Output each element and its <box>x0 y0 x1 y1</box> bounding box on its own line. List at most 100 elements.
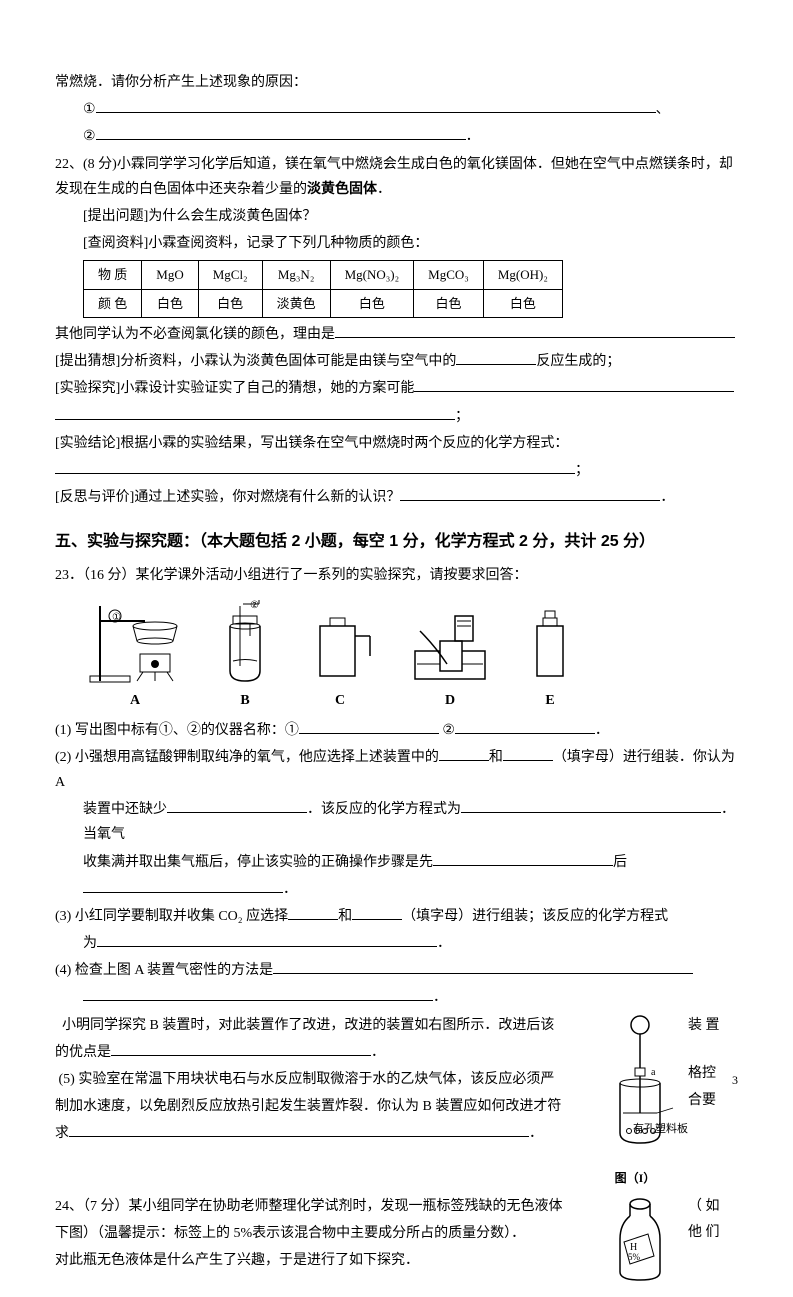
th-5: MgCO₃ <box>414 261 484 289</box>
q21-tail: ． <box>466 129 480 144</box>
q23-p2g: 收集满并取出集气瓶后，停止该实验的正确操作步骤是先 <box>83 855 433 870</box>
q23-p2-blank6[interactable] <box>83 877 283 892</box>
q22-num: 22、 <box>55 157 83 172</box>
q22-bold: 淡黄色固体 <box>307 182 377 197</box>
label-b: B <box>240 688 249 713</box>
q23-p4d: ． <box>371 1045 385 1060</box>
q22-explore-text: [实验探究]小霖设计实验证实了自己的猜想，她的方案可能 <box>55 381 414 396</box>
q22-explore-blank2[interactable] <box>55 404 455 419</box>
q23-p2-l4: ． <box>55 877 738 902</box>
q21-item2: ②． <box>55 124 738 149</box>
th-2: MgCl₂ <box>198 261 262 289</box>
td-6: 白色 <box>483 289 562 317</box>
q22-other-blank[interactable] <box>335 323 735 338</box>
q23-p1-blank1[interactable] <box>299 718 439 733</box>
q22-guess-blank[interactable] <box>456 350 536 365</box>
q23-num: 23． <box>55 568 83 583</box>
q22-conclude: [实验结论]根据小霖的实验结果，写出镁条在空气中燃烧时两个反应的化学方程式： <box>55 431 738 456</box>
q23-p2e: ．该反应的化学方程式为 <box>307 802 461 817</box>
q21-circ2: ② <box>83 129 96 144</box>
q23-p1-blank2[interactable] <box>455 718 595 733</box>
q23-p2-l1: (2) 小强想用高锰酸钾制取纯净的氧气，他应选择上述装置中的和（填字母）进行组装… <box>55 745 738 795</box>
q23-right-col: 装 置 格控 合要 <box>688 1013 738 1115</box>
q23-p4-blank2[interactable] <box>83 986 433 1001</box>
bottle-figure: H 5% <box>610 1194 680 1293</box>
q22-conclude-blank[interactable] <box>55 459 575 474</box>
q22-guess2: 反应生成的； <box>536 354 620 369</box>
q22-guess: [提出猜想]分析资料，小霖认为淡黄色固体可能是由镁与空气中的反应生成的； <box>55 349 738 374</box>
improved-apparatus-figure: a 有孔塑料板 图（I） <box>590 1013 680 1190</box>
td-5: 白色 <box>414 289 484 317</box>
q21-blank2[interactable] <box>96 125 466 140</box>
q23-p2-blank3[interactable] <box>167 798 307 813</box>
q23-p2b: 和 <box>489 750 503 765</box>
apparatus-e: E <box>525 596 575 713</box>
q24-rw-1: 他 们 <box>688 1220 738 1247</box>
q23-p5d: ． <box>529 1126 543 1141</box>
q23-p3b: 和 <box>338 909 352 924</box>
q23-stem-text: 某化学课外活动小组进行了一系列的实验探究，请按要求回答： <box>136 568 528 583</box>
label-a: A <box>130 688 140 713</box>
section5-title: 五、实验与探究题：（本大题包括 2 小题，每空 1 分，化学方程式 2 分，共计… <box>55 528 738 557</box>
apparatus-b: ② B <box>215 596 275 713</box>
q24-num: 24、 <box>55 1199 83 1214</box>
q21-intro: 常燃烧．请你分析产生上述现象的原因： <box>55 70 738 95</box>
rw-1: 格控 <box>688 1061 738 1088</box>
q22-explore: [实验探究]小霖设计实验证实了自己的猜想，她的方案可能 <box>55 376 738 401</box>
q23-p4-blank3[interactable] <box>111 1040 371 1055</box>
q24-right-col: （ 如 他 们 <box>688 1194 738 1247</box>
apparatus-c: C <box>305 596 375 713</box>
q23-p2-blank4[interactable] <box>461 798 721 813</box>
td-3: 淡黄色 <box>262 289 330 317</box>
q24-a: 某小组同学在协助老师整理化学试剂时，发现一瓶标签残缺的无色液体 <box>129 1199 563 1214</box>
table-header-row: 物 质 MgO MgCl₂ Mg₃N₂ Mg(NO₃)₂ MgCO₃ Mg(OH… <box>84 261 563 289</box>
q23-p3-blank2[interactable] <box>352 905 402 920</box>
apparatus-a-svg: ① <box>85 596 185 686</box>
q23-p4b: ． <box>433 990 447 1005</box>
q23-p1c: ． <box>595 723 609 738</box>
q23-p3-blank1[interactable] <box>288 905 338 920</box>
q23-score: （16 分） <box>83 568 136 583</box>
q23-p4-l1: (4) 检查上图 A 装置气密性的方法是 <box>55 958 738 983</box>
th-1: MgO <box>142 261 198 289</box>
q23-p5-blank[interactable] <box>69 1122 529 1137</box>
table-row: 颜 色 白色 白色 淡黄色 白色 白色 白色 <box>84 289 563 317</box>
q23-p3-blank3[interactable] <box>97 932 437 947</box>
q22-other: 其他同学认为不必查阅氯化镁的颜色，理由是 <box>55 322 738 347</box>
th-3: Mg₃N₂ <box>262 261 330 289</box>
q23-p5a: (5) 实验室在常温下用块状电石与水反应制取微溶于水的乙炔气体，该反应必须严 <box>59 1072 555 1087</box>
q22-stem: 22、(8 分)小霖同学学习化学后知道，镁在氧气中燃烧会生成白色的氧化镁固体．但… <box>55 152 738 202</box>
td-4: 白色 <box>330 289 414 317</box>
q23-p2-blank2[interactable] <box>503 745 553 760</box>
q22-conclude-blank-row: ； <box>55 458 738 483</box>
q23-p4-blank1[interactable] <box>273 959 693 974</box>
fig-label-a: a <box>651 1067 656 1078</box>
apparatus-a: ① A <box>85 596 185 713</box>
q23-p2-blank5[interactable] <box>433 850 613 865</box>
label-d: D <box>445 688 455 713</box>
q23-p2d: 装置中还缺少 <box>83 802 167 817</box>
q23-p3c: （填字母）进行组装；该反应的化学方程式 <box>402 909 668 924</box>
q23-p3-l2: 为． <box>55 931 738 956</box>
q23-p2h: 后 <box>613 855 627 870</box>
apparatus-c-svg <box>305 596 375 686</box>
apparatus-row: ① A ② B C <box>85 596 738 713</box>
q23-p2-blank1[interactable] <box>439 745 489 760</box>
q22-reflect: [反思与评价]通过上述实验，你对燃烧有什么新的认识？． <box>55 485 738 510</box>
q24-c: 对此瓶无色液体是什么产生了兴趣，于是进行了如下探究． <box>55 1253 419 1268</box>
q23-stem: 23．（16 分）某化学课外活动小组进行了一系列的实验探究，请按要求回答： <box>55 563 738 588</box>
q21-item1: ①、 <box>55 97 738 122</box>
svg-text:①: ① <box>112 612 121 623</box>
q24-b: 下图）（温馨提示：标签上的 5%表示该混合物中主要成分所占的质量分数）． <box>55 1226 525 1241</box>
q22-reflect-blank[interactable] <box>400 486 660 501</box>
q24-rw-0: （ 如 <box>688 1194 738 1221</box>
q22-consult: [查阅资料]小霖查阅资料，记录了下列几种物质的颜色： <box>55 231 738 256</box>
q21-blank1[interactable] <box>96 98 656 113</box>
fig-caption: 图（I） <box>590 1168 680 1190</box>
q23-p2-l2: 装置中还缺少．该反应的化学方程式为．当氧气 <box>55 797 738 847</box>
q22-stem1-tail: ． <box>377 182 391 197</box>
apparatus-e-svg <box>525 596 575 686</box>
q22-explore-blank[interactable] <box>414 377 734 392</box>
q23-p3a: (3) 小红同学要制取并收集 CO₂ 应选择 <box>55 909 288 924</box>
q23-p4-l2: ． <box>55 985 738 1010</box>
